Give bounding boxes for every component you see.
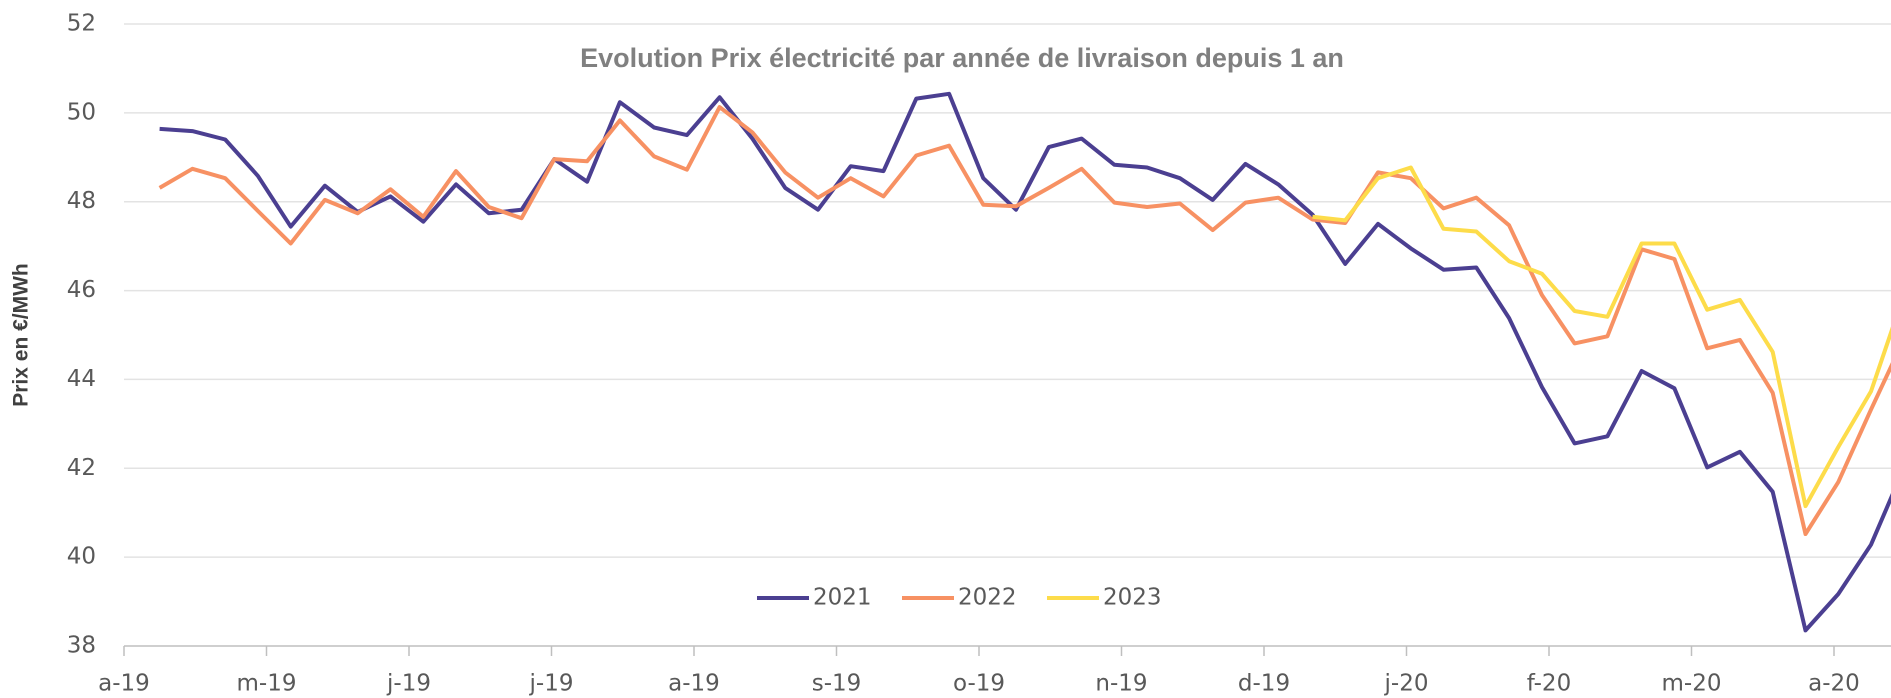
y-tick-label: 42: [67, 455, 96, 481]
legend-label: 2023: [1103, 585, 1162, 611]
x-tick-label: j-20: [1384, 671, 1429, 697]
series-line: [159, 91, 1891, 633]
chart-title: Evolution Prix électricité par année de …: [580, 43, 1344, 73]
x-tick-label: o-19: [953, 671, 1005, 697]
x-tick-label: f-20: [1527, 671, 1571, 697]
y-tick-label: 46: [67, 277, 96, 303]
series-line: [158, 105, 1891, 536]
plot-area: [158, 91, 1891, 633]
x-tick-label: a-20: [1808, 671, 1860, 697]
x-tick-label: s-19: [812, 671, 862, 697]
x-tick-label: m-20: [1662, 671, 1722, 697]
x-tick-label: a-19: [668, 671, 720, 697]
x-tick-label: a-19: [98, 671, 150, 697]
y-tick-label: 40: [67, 544, 96, 570]
y-tick-label: 50: [67, 99, 96, 125]
y-tick-label: 48: [67, 188, 96, 214]
series-line: [1312, 165, 1891, 509]
y-axis-title: Prix en €/MWh: [10, 263, 33, 407]
legend-label: 2022: [958, 585, 1017, 611]
x-tick-label: n-19: [1095, 671, 1147, 697]
x-tick-label: j-19: [529, 671, 574, 697]
y-tick-label: 38: [67, 633, 96, 659]
legend-label: 2021: [813, 585, 872, 611]
x-tick-label: m-19: [237, 671, 297, 697]
y-tick-label: 52: [67, 11, 96, 37]
x-tick-label: d-19: [1238, 671, 1290, 697]
y-tick-label: 44: [67, 366, 96, 392]
x-tick-label: j-19: [386, 671, 431, 697]
